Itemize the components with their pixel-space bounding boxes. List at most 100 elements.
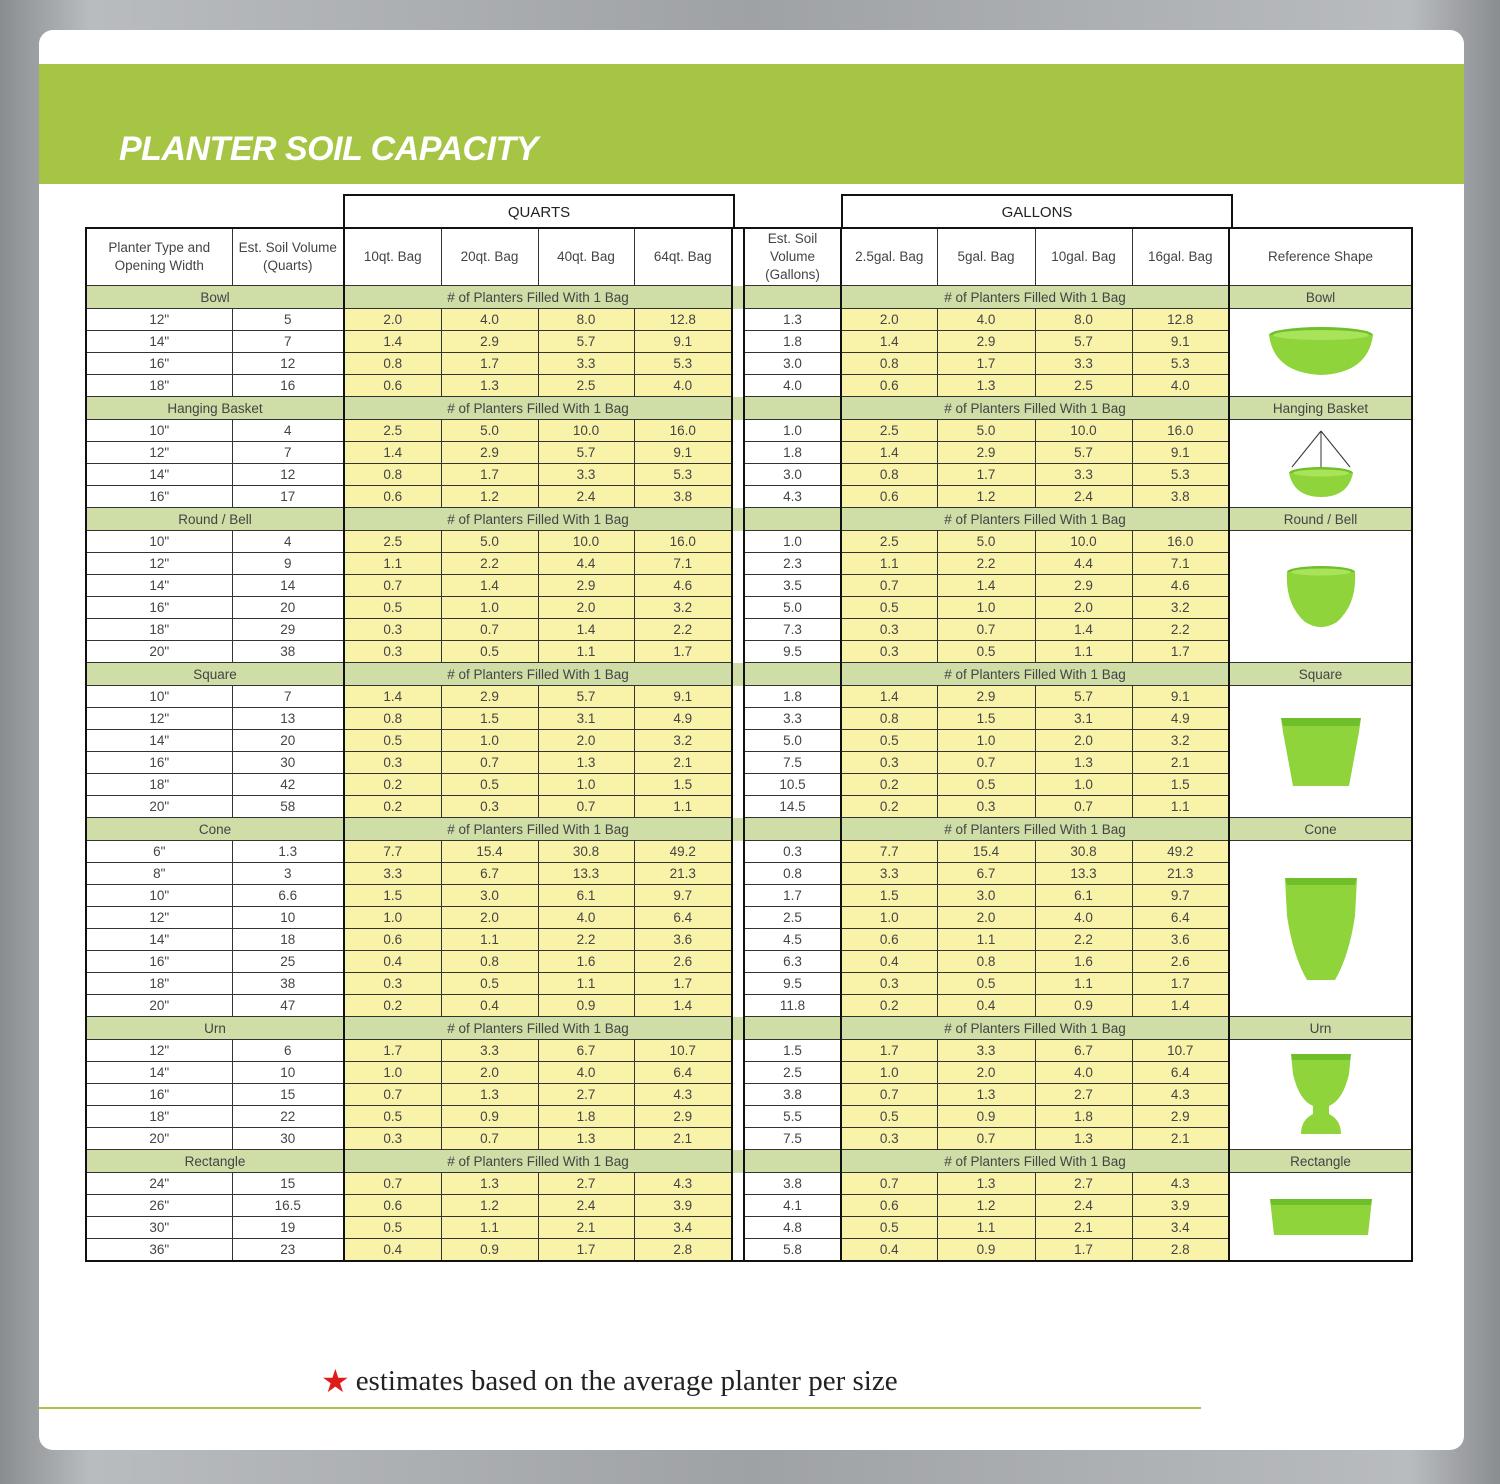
soil-volume-quarts: 17 (231, 485, 345, 508)
filled-label-gallons: # of Planters Filled With 1 Bag (840, 1016, 1230, 1040)
planters-40qt: 4.4 (537, 552, 635, 575)
column-gap (731, 1105, 745, 1128)
soil-volume-gallons: 11.8 (743, 994, 842, 1017)
table-row: 12" 7 1.4 2.9 5.7 9.1 1.8 1.4 2.9 5.7 9.1 (85, 441, 1412, 464)
planters-10gal: 1.8 (1034, 1105, 1133, 1128)
planters-64qt: 4.6 (633, 574, 733, 597)
opening-width: 20" (85, 640, 233, 663)
planters-64qt: 4.3 (633, 1172, 733, 1195)
planters-40qt: 1.1 (537, 640, 635, 663)
planters-16gal: 1.5 (1131, 773, 1230, 796)
planters-5gal: 0.7 (936, 1127, 1036, 1150)
planters-5gal: 2.2 (936, 552, 1036, 575)
planters-5gal: 0.7 (936, 618, 1036, 641)
planters-10qt: 7.7 (343, 840, 442, 863)
section-header-round-bell: Round / Bell # of Planters Filled With 1 … (85, 507, 1413, 531)
table-row: 14" 18 0.6 1.1 2.2 3.6 4.5 0.6 1.1 2.2 3.6 (85, 928, 1412, 951)
planters-64qt: 2.8 (633, 1238, 733, 1262)
planters-10qt: 1.4 (343, 330, 442, 353)
soil-volume-gallons: 3.5 (743, 574, 842, 597)
planters-20qt: 1.0 (440, 729, 539, 752)
planters-64qt: 1.5 (633, 773, 733, 796)
planters-10qt: 2.5 (343, 530, 442, 553)
reference-shape-label: Cone (1228, 817, 1413, 841)
opening-width: 12" (85, 906, 233, 929)
column-gap (731, 1194, 745, 1217)
soil-volume-gallons: 7.5 (743, 1127, 842, 1150)
soil-volume-quarts: 7 (231, 685, 345, 708)
planters-5gal: 0.5 (936, 640, 1036, 663)
planters-10qt: 0.8 (343, 707, 442, 730)
planters-64qt: 16.0 (633, 530, 733, 553)
planters-64qt: 3.9 (633, 1194, 733, 1217)
planters-10qt: 3.3 (343, 862, 442, 885)
planters-16gal: 10.7 (1131, 1039, 1230, 1062)
soil-volume-gallons: 4.8 (743, 1216, 842, 1239)
planters-2-5gal: 0.2 (840, 795, 938, 818)
section-header-bowl: Bowl # of Planters Filled With 1 Bag # of … (85, 285, 1413, 309)
planters-16gal: 9.1 (1131, 441, 1230, 464)
planters-10gal: 2.4 (1034, 485, 1133, 508)
table-row: 14" 12 0.8 1.7 3.3 5.3 3.0 0.8 1.7 3.3 5.3 (85, 463, 1412, 486)
planters-10qt: 0.3 (343, 972, 442, 995)
planters-16gal: 4.9 (1131, 707, 1230, 730)
planters-20qt: 2.0 (440, 1061, 539, 1084)
opening-width: 18" (85, 618, 233, 641)
soil-volume-quarts: 4 (231, 419, 345, 442)
soil-volume-quarts: 38 (231, 640, 345, 663)
planters-40qt: 2.4 (537, 1194, 635, 1217)
column-gap (731, 441, 745, 464)
soil-volume-gallons: 14.5 (743, 795, 842, 818)
planters-16gal: 2.6 (1131, 950, 1230, 973)
page-title: PLANTER SOIL CAPACITY (119, 130, 538, 168)
round-bell-planter-icon (1231, 564, 1411, 630)
planters-5gal: 1.1 (936, 1216, 1036, 1239)
cone-planter-icon (1231, 876, 1411, 982)
planters-10gal: 1.7 (1034, 1238, 1133, 1262)
planters-64qt: 4.3 (633, 1083, 733, 1106)
filled-label-gallons: # of Planters Filled With 1 Bag (840, 817, 1230, 841)
planters-64qt: 3.6 (633, 928, 733, 951)
planters-5gal: 2.9 (936, 441, 1036, 464)
opening-width: 10" (85, 419, 233, 442)
opening-width: 36" (85, 1238, 233, 1262)
soil-volume-quarts: 10 (231, 1061, 345, 1084)
planters-64qt: 1.7 (633, 972, 733, 995)
gallons-group-header: GALLONS (841, 194, 1233, 228)
planters-5gal: 3.0 (936, 884, 1036, 907)
planters-10gal: 8.0 (1034, 308, 1133, 331)
planters-40qt: 5.7 (537, 685, 635, 708)
planters-20qt: 3.0 (440, 884, 539, 907)
planters-40qt: 5.7 (537, 441, 635, 464)
soil-volume-gallons: 1.0 (743, 419, 842, 442)
planters-64qt: 1.1 (633, 795, 733, 818)
planters-2-5gal: 7.7 (840, 840, 938, 863)
planters-10qt: 0.5 (343, 1105, 442, 1128)
planters-40qt: 2.1 (537, 1216, 635, 1239)
planters-5gal: 1.2 (936, 1194, 1036, 1217)
soil-volume-gallons: 1.8 (743, 441, 842, 464)
planters-16gal: 16.0 (1131, 530, 1230, 553)
column-gap (731, 352, 745, 375)
footnote-text: estimates based on the average planter p… (355, 1364, 898, 1397)
planters-64qt: 2.6 (633, 950, 733, 973)
urn-planter-icon (1231, 1052, 1411, 1138)
planters-40qt: 4.0 (537, 906, 635, 929)
soil-volume-quarts: 58 (231, 795, 345, 818)
planters-2-5gal: 2.5 (840, 530, 938, 553)
soil-volume-gallons: 5.5 (743, 1105, 842, 1128)
planters-10gal: 0.7 (1034, 795, 1133, 818)
opening-width: 24" (85, 1172, 233, 1195)
planters-20qt: 1.1 (440, 928, 539, 951)
planters-64qt: 2.2 (633, 618, 733, 641)
planters-40qt: 2.5 (537, 374, 635, 397)
planters-20qt: 0.7 (440, 1127, 539, 1150)
soil-volume-gallons: 1.7 (743, 884, 842, 907)
column-gap (731, 817, 745, 841)
column-gap (731, 463, 745, 486)
planters-40qt: 4.0 (537, 1061, 635, 1084)
planters-10qt: 0.5 (343, 729, 442, 752)
opening-width: 6" (85, 840, 233, 863)
planters-16gal: 7.1 (1131, 552, 1230, 575)
table-row: 12" 6 1.7 3.3 6.7 10.7 1.5 1.7 3.3 6.7 10.7 (85, 1039, 1413, 1150)
